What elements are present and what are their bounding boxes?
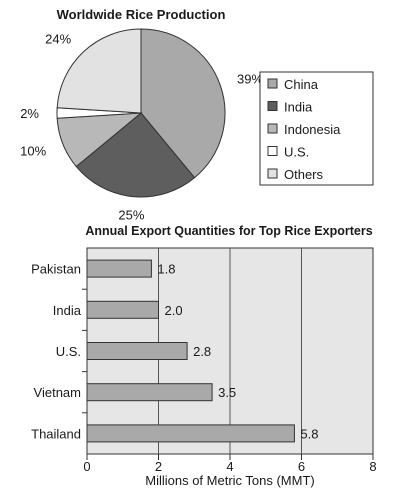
- bar-category-label-u-s: U.S.: [56, 344, 81, 359]
- pie-value-label-china: 39%: [237, 71, 263, 86]
- legend-swatch-china: [267, 78, 278, 89]
- pie-value-label-u-s: 2%: [20, 106, 39, 121]
- legend-label-china: China: [284, 77, 319, 92]
- bar-value-label-u-s: 2.8: [193, 344, 211, 359]
- bar-vietnam: [86, 383, 213, 402]
- bar-category-labels: Pakistan India U.S. Vietnam Thailand: [31, 262, 87, 441]
- bar-x-axis-label: Millions of Metric Tons (MMT): [145, 473, 315, 488]
- bar-x-tick-label-2: 2: [155, 459, 162, 474]
- bar-india: [86, 300, 159, 319]
- bar-x-tick-label-6: 6: [298, 459, 305, 474]
- pie-legend: China India Indonesia U.S. Others: [259, 71, 374, 186]
- bar-x-tick-label-0: 0: [83, 459, 90, 474]
- pie-slice-china: [140, 28, 226, 179]
- bar-value-label-pakistan: 1.8: [157, 262, 175, 277]
- bar-u-s: [86, 342, 188, 360]
- bar-thailand: [86, 424, 295, 443]
- legend-swatch-u-s: [267, 146, 278, 156]
- bar-category-label-pakistan: Pakistan: [31, 262, 81, 277]
- pie-value-label-indonesia: 10%: [20, 144, 46, 159]
- pie-chart-title: Worldwide Rice Production: [57, 7, 226, 22]
- bar-chart-title: Annual Export Quantities for Top Rice Ex…: [85, 224, 372, 238]
- pie-slices: [56, 28, 226, 198]
- bar-value-labels: 1.8 2.0 2.8 3.5 5.8: [157, 262, 318, 442]
- bar-series: [86, 259, 295, 443]
- legend-swatch-india: [267, 101, 278, 111]
- pie-legend-frame: [259, 71, 374, 186]
- pie-slice-others: [56, 28, 142, 114]
- bar-value-label-india: 2.0: [165, 303, 183, 318]
- pie-value-labels: 39% 25% 10% 2% 24%: [20, 32, 263, 223]
- legend-swatch-indonesia: [267, 123, 278, 134]
- legend-label-india: India: [284, 100, 313, 115]
- bar-x-tick-label-4: 4: [226, 459, 233, 474]
- bar-category-label-vietnam: Vietnam: [34, 385, 81, 400]
- bar-value-label-vietnam: 3.5: [218, 385, 236, 400]
- pie-value-label-india: 25%: [118, 208, 144, 223]
- legend-label-u-s: U.S.: [284, 145, 309, 160]
- bar-value-label-thailand: 5.8: [300, 426, 318, 441]
- bar-category-label-india: India: [53, 303, 82, 318]
- pie-slice-india: [75, 112, 196, 198]
- legend-swatch-others: [267, 168, 278, 179]
- bar-x-tick-label-8: 8: [369, 459, 376, 474]
- bar-x-ticks: 0 2 4 6 8: [83, 454, 377, 474]
- legend-label-indonesia: Indonesia: [284, 122, 341, 137]
- legend-label-others: Others: [284, 167, 324, 182]
- pie-value-label-others: 24%: [45, 32, 71, 47]
- bar-category-label-thailand: Thailand: [31, 426, 81, 441]
- bar-pakistan: [86, 259, 152, 278]
